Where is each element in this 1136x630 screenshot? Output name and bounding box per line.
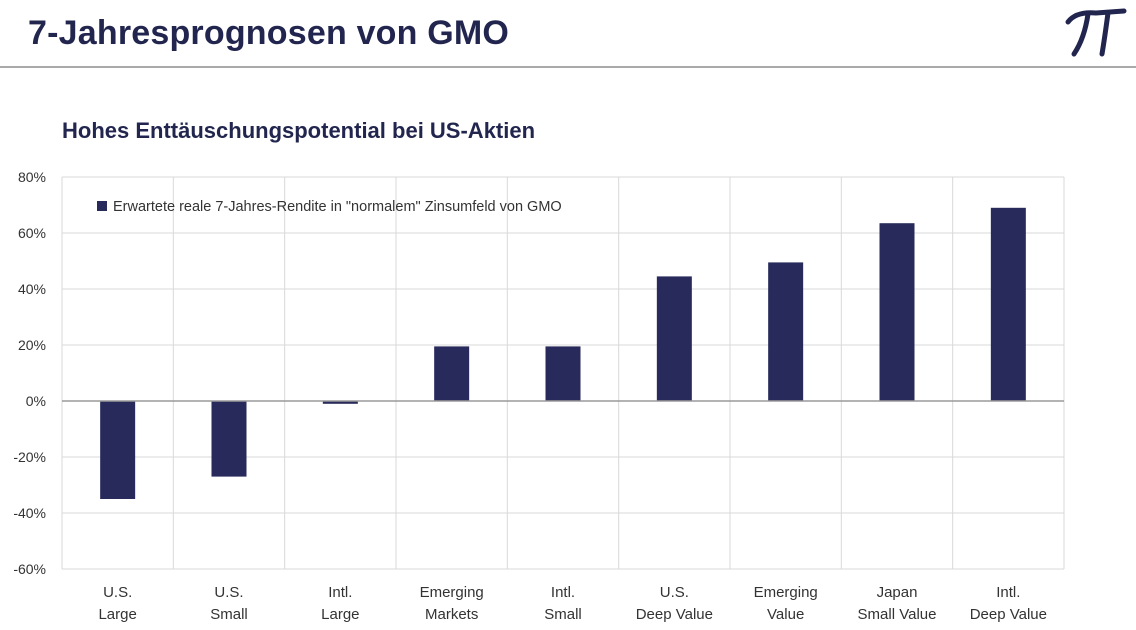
chart-title: Hohes Enttäuschungspotential bei US-Akti… [62,118,536,143]
x-tick-label: Markets [425,606,478,623]
x-tick-label: Small [210,606,248,623]
y-tick-label: -40% [13,505,46,521]
x-tick-label: Japan [877,584,918,601]
y-tick-label: 0% [26,393,46,409]
x-tick-label: Small Value [858,606,937,623]
bar [322,401,358,404]
x-tick-label: Small [544,606,582,623]
bar [879,223,915,401]
x-tick-label: Emerging [420,584,484,601]
bar [434,346,470,401]
y-tick-label: -20% [13,449,46,465]
x-tick-label: Intl. [328,584,352,601]
x-tick-label: Intl. [996,584,1020,601]
x-tick-label: Deep Value [636,606,713,623]
x-tick-label: U.S. [214,584,243,601]
x-tick-label: Large [98,606,136,623]
legend-label: Erwartete reale 7-Jahres-Rendite in "nor… [113,199,562,215]
header-divider [0,66,1136,68]
bar [656,276,692,401]
y-tick-label: 20% [18,337,46,353]
bar [545,346,581,401]
y-tick-label: 40% [18,281,46,297]
legend-swatch [97,201,107,211]
x-tick-label: Value [767,606,804,623]
bar [100,401,136,499]
bar [768,262,804,401]
x-tick-label: Large [321,606,359,623]
x-tick-label: U.S. [660,584,689,601]
x-tick-label: Deep Value [970,606,1047,623]
bar [211,401,247,477]
pi-icon [1065,8,1127,57]
x-tick-label: U.S. [103,584,132,601]
y-tick-label: 80% [18,169,46,185]
y-tick-label: -60% [13,561,46,577]
page-title: 7-Jahresprognosen von GMO [28,14,510,52]
bar [990,207,1026,401]
y-tick-label: 60% [18,225,46,241]
x-tick-label: Emerging [754,584,818,601]
x-tick-label: Intl. [551,584,575,601]
